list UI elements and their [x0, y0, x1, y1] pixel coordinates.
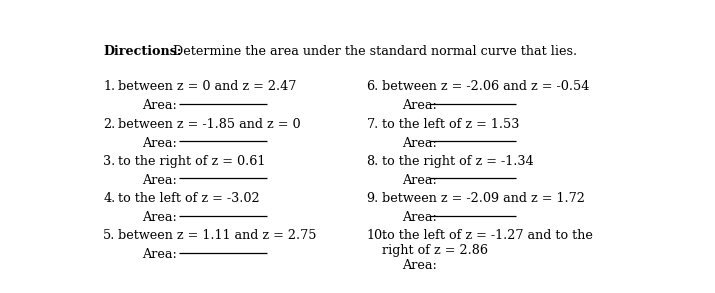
Text: Area:: Area:	[142, 248, 181, 261]
Text: between z = -1.85 and z = 0: between z = -1.85 and z = 0	[118, 117, 301, 130]
Text: Area:: Area:	[142, 137, 181, 150]
Text: Directions:: Directions:	[103, 45, 182, 58]
Text: Area:: Area:	[403, 99, 438, 113]
Text: 5.: 5.	[103, 229, 116, 242]
Text: to the right of z = 0.61: to the right of z = 0.61	[118, 155, 265, 168]
Text: Area:: Area:	[142, 99, 181, 113]
Text: between z = -2.06 and z = -0.54: between z = -2.06 and z = -0.54	[382, 80, 589, 93]
Text: to the left of z = -3.02: to the left of z = -3.02	[118, 192, 260, 205]
Text: between z = 0 and z = 2.47: between z = 0 and z = 2.47	[118, 80, 297, 93]
Text: Area:: Area:	[142, 174, 181, 187]
Text: 3.: 3.	[103, 155, 116, 168]
Text: 7.: 7.	[366, 117, 379, 130]
Text: to the left of z = -1.27 and to the
right of z = 2.86: to the left of z = -1.27 and to the righ…	[382, 229, 593, 257]
Text: Area:: Area:	[142, 211, 181, 224]
Text: to the left of z = 1.53: to the left of z = 1.53	[382, 117, 519, 130]
Text: between z = 1.11 and z = 2.75: between z = 1.11 and z = 2.75	[118, 229, 317, 242]
Text: Area:: Area:	[403, 137, 438, 150]
Text: 6.: 6.	[366, 80, 379, 93]
Text: Area:: Area:	[403, 174, 438, 187]
Text: 2.: 2.	[103, 117, 116, 130]
Text: 1.: 1.	[103, 80, 115, 93]
Text: 8.: 8.	[366, 155, 379, 168]
Text: Area:: Area:	[403, 211, 438, 224]
Text: to the right of z = -1.34: to the right of z = -1.34	[382, 155, 533, 168]
Text: 9.: 9.	[366, 192, 379, 205]
Text: 4.: 4.	[103, 192, 116, 205]
Text: between z = -2.09 and z = 1.72: between z = -2.09 and z = 1.72	[382, 192, 585, 205]
Text: Area:: Area:	[403, 259, 438, 272]
Text: Determine the area under the standard normal curve that lies.: Determine the area under the standard no…	[169, 45, 577, 58]
Text: 10.: 10.	[366, 229, 387, 242]
